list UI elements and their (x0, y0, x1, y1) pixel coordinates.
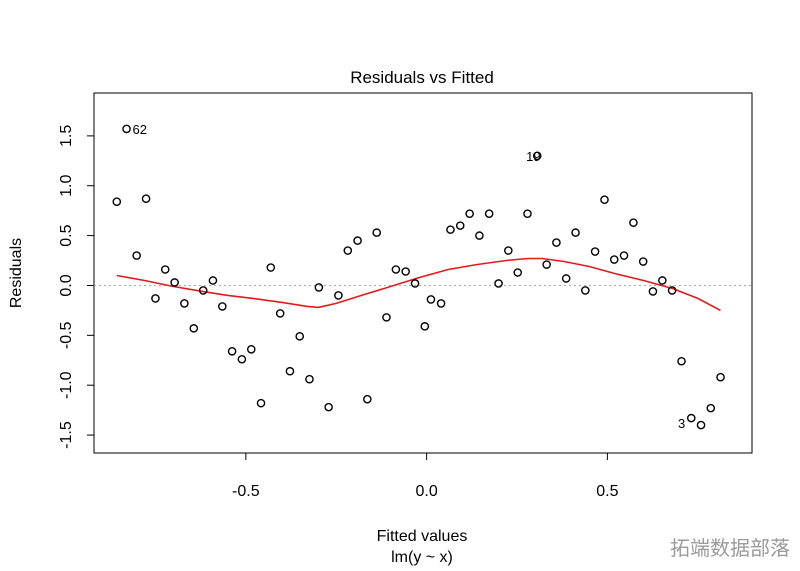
residual-point (410, 279, 420, 288)
residual-point (285, 366, 295, 376)
residual-point (372, 228, 382, 237)
plot-frame (93, 92, 753, 454)
y-axis-label: Residuals (8, 238, 25, 308)
residual-point (198, 286, 208, 295)
residual-point (484, 209, 494, 218)
residual-point (426, 295, 436, 304)
residual-point (619, 251, 629, 260)
point-annotations: 62 19 3 (133, 122, 686, 431)
x-axis-label: Fitted values (377, 528, 468, 545)
y-axis-ticks: -1.5 -1.0 -0.5 0.0 0.5 1.0 1.5 (58, 125, 94, 449)
residual-points (112, 124, 725, 430)
residual-point (465, 209, 474, 218)
residual-point (638, 257, 648, 266)
point-annotation-label: 3 (678, 416, 685, 431)
y-tick-label: -1.0 (58, 371, 75, 399)
residual-point (552, 238, 561, 247)
residual-point (391, 265, 401, 274)
residual-point (343, 246, 353, 255)
x-tick-label: -0.5 (232, 483, 260, 500)
residual-point (590, 247, 600, 256)
point-annotation-label: 19 (526, 149, 540, 164)
x-tick-label: 0.0 (415, 483, 437, 500)
y-tick-label: -0.5 (58, 321, 75, 349)
residual-point (716, 372, 725, 382)
residual-point (334, 291, 343, 300)
y-tick-label: 1.0 (58, 175, 75, 197)
residual-point (494, 279, 503, 288)
residual-point (504, 246, 513, 255)
chart-title: Residuals vs Fitted (350, 68, 494, 87)
residual-point (112, 197, 122, 206)
y-tick-label: 0.5 (58, 224, 75, 246)
residual-point (160, 265, 170, 274)
residual-point (532, 151, 542, 161)
residual-point (446, 225, 455, 234)
residual-point (513, 268, 523, 277)
residual-point (571, 228, 580, 237)
residual-point (218, 302, 227, 311)
residual-point (401, 267, 410, 276)
residual-point (256, 398, 266, 408)
residual-point (686, 413, 696, 423)
residual-point (677, 356, 686, 366)
residual-point (227, 346, 237, 356)
residual-point (581, 286, 590, 295)
residual-point (180, 299, 189, 308)
residual-point (696, 420, 706, 430)
residual-point (475, 231, 484, 240)
residual-point (295, 332, 305, 341)
y-tick-label: -1.5 (58, 421, 75, 449)
residual-point (275, 309, 285, 318)
residual-point (189, 324, 199, 333)
residual-point (455, 221, 465, 230)
residual-point (658, 276, 667, 285)
watermark: 拓端数据部落 (670, 536, 790, 560)
residual-point (353, 236, 362, 245)
residual-point (266, 263, 276, 272)
y-tick-label: 1.5 (58, 125, 75, 147)
residual-point (648, 287, 658, 296)
residual-point (132, 251, 141, 260)
residual-point (237, 354, 247, 364)
residual-point (436, 299, 446, 308)
residual-point (542, 260, 551, 269)
residual-point (706, 403, 716, 413)
residual-point (141, 194, 151, 204)
residual-point (151, 294, 160, 303)
point-annotation-label: 62 (133, 122, 147, 137)
residual-point (561, 274, 571, 283)
residual-point (314, 283, 324, 292)
residual-point (420, 322, 430, 331)
y-tick-label: 0.0 (58, 274, 75, 296)
x-axis-sublabel: lm(y ~ x) (391, 549, 453, 566)
residual-point (363, 394, 372, 404)
smooth-line (116, 257, 721, 312)
residual-point (170, 278, 179, 287)
residual-point (246, 344, 256, 354)
x-axis-ticks: -0.5 0.0 0.5 (232, 453, 619, 500)
smooth-curve-group (116, 257, 721, 312)
residual-point (324, 402, 333, 412)
residual-point (609, 255, 619, 264)
residual-point (122, 124, 131, 134)
residual-point (305, 374, 314, 384)
residual-point (629, 218, 638, 227)
residual-point (382, 313, 391, 322)
residual-point (667, 286, 677, 295)
residual-point (600, 195, 609, 205)
x-tick-label: 0.5 (596, 483, 618, 500)
residual-point (523, 209, 532, 218)
residual-point (208, 276, 218, 285)
